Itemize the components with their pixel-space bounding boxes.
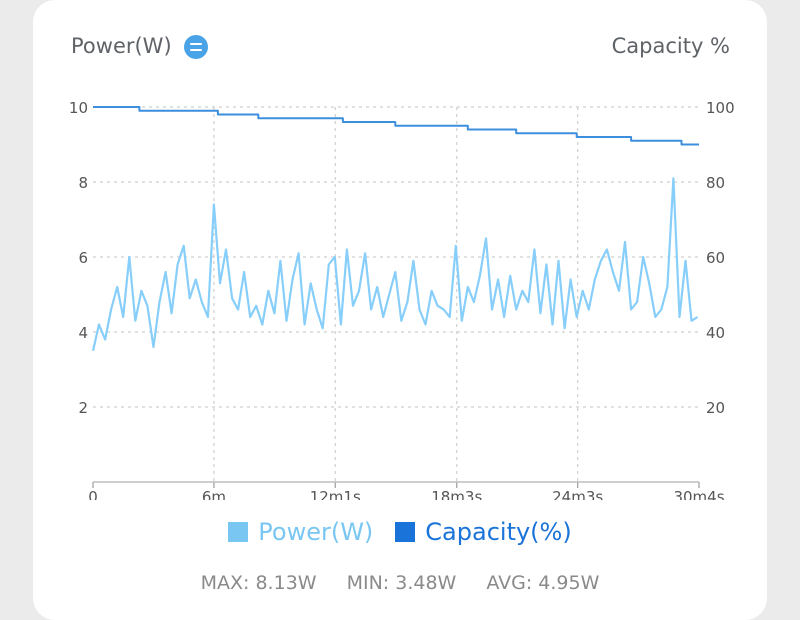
y-left-tick-label: 6 — [78, 249, 88, 267]
legend-swatch-power — [228, 522, 249, 542]
power-series-line — [91, 177, 699, 352]
y-left-tick-label: 2 — [78, 399, 88, 417]
x-tick-label: 0 — [88, 488, 98, 500]
left-axis-title: Power(W) — [71, 34, 172, 58]
stats-bar: MAX: 8.13W MIN: 3.48W AVG: 4.95W — [0, 572, 800, 594]
legend-swatch-capacity — [395, 522, 416, 542]
swap-toggle-icon[interactable] — [184, 35, 208, 59]
y-right-tick-label: 60 — [706, 249, 725, 267]
y-right-tick-label: 20 — [706, 399, 725, 417]
y-right-tick-label: 40 — [706, 324, 725, 342]
y-right-tick-label: 80 — [706, 174, 725, 192]
y-right-tick-label: 100 — [706, 99, 735, 117]
chart-legend: Power(W) Capacity(%) — [0, 518, 800, 546]
stat-max: MAX: 8.13W — [200, 572, 317, 594]
x-tick-label: 12m1s — [310, 488, 361, 500]
stat-avg: AVG: 4.95W — [486, 572, 600, 594]
y-left-tick-label: 8 — [78, 174, 88, 192]
x-tick-label: 6m — [202, 488, 226, 500]
legend-item-power[interactable]: Power(W) — [228, 518, 373, 546]
x-tick-label: 30m4s — [673, 488, 724, 500]
legend-label-power: Power(W) — [258, 518, 374, 546]
y-left-tick-label: 4 — [78, 324, 88, 342]
y-left-tick-label: 10 — [69, 99, 88, 117]
x-tick-label: 24m3s — [552, 488, 603, 500]
stat-min: MIN: 3.48W — [346, 572, 457, 594]
x-tick-label: 18m3s — [431, 488, 482, 500]
right-axis-title: Capacity % — [611, 34, 730, 58]
legend-label-capacity: Capacity(%) — [425, 518, 572, 546]
capacity-series-line — [93, 106, 699, 146]
power-capacity-chart: 2 20 4 40 6 60 8 80 10 100 0 6m 12m1s 18m3s 24m3s 30m4s — [69, 99, 735, 500]
legend-item-capacity[interactable]: Capacity(%) — [395, 518, 572, 546]
